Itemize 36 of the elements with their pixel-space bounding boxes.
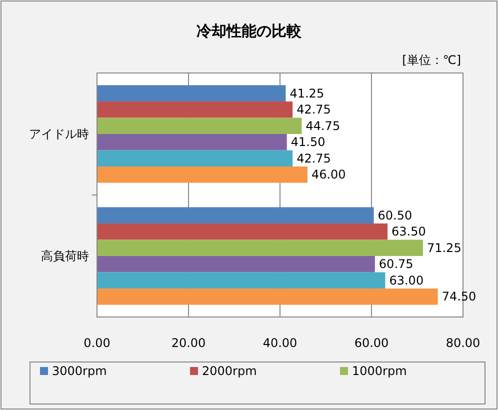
data-label: 60.75 — [378, 257, 414, 272]
bar — [97, 223, 388, 240]
data-label: 42.75 — [296, 102, 331, 117]
data-label: 60.50 — [378, 208, 412, 222]
x-tick-label: 60.00 — [354, 336, 389, 350]
chart-title: 冷却性能の比較 — [196, 22, 302, 40]
bar — [97, 288, 438, 305]
data-label: 74.50 — [442, 290, 476, 304]
bar — [97, 240, 423, 256]
legend-label: 3000rpm — [52, 364, 107, 378]
legend-label: 2000rpm — [202, 364, 257, 378]
bar — [97, 207, 374, 224]
y-tick-label: アイドル時 — [29, 127, 89, 141]
data-label: 71.25 — [426, 240, 462, 255]
x-tick-label: 0.00 — [84, 336, 110, 350]
bar — [97, 272, 386, 289]
data-label: 41.50 — [290, 135, 326, 150]
bar — [97, 118, 302, 134]
data-label: 44.75 — [306, 118, 340, 133]
bar — [97, 256, 375, 272]
bar — [97, 166, 308, 183]
bar — [97, 101, 293, 118]
text: [単位：℃] — [402, 53, 461, 67]
bar — [97, 150, 293, 167]
bar — [97, 85, 286, 102]
data-label: 41.25 — [290, 86, 324, 100]
x-tick-label: 20.00 — [171, 336, 206, 350]
x-tick-label: 40.00 — [262, 336, 298, 350]
data-label: 42.75 — [296, 151, 331, 166]
legend-label: 1000rpm — [352, 364, 407, 378]
x-tick-label: 80.00 — [446, 336, 480, 350]
y-tick-label: 高負荷時 — [41, 249, 89, 263]
data-label: 63.00 — [389, 273, 424, 288]
data-label: 46.00 — [311, 168, 346, 182]
data-label: 63.50 — [392, 224, 426, 239]
bar — [97, 134, 287, 150]
